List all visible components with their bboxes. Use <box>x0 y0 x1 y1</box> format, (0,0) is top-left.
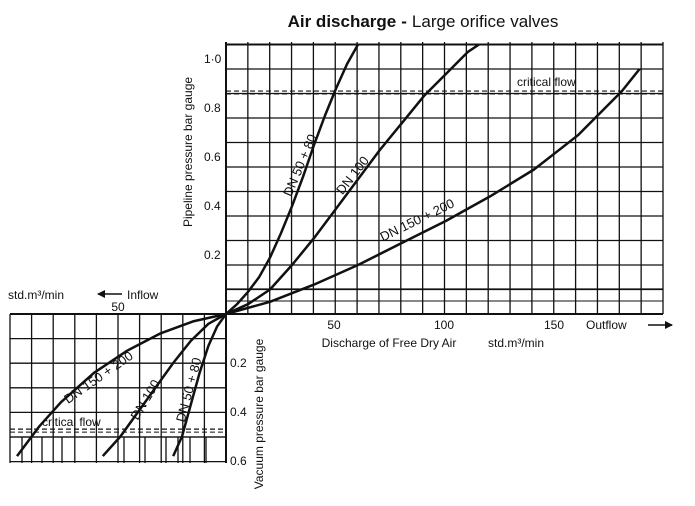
chart-title-separator: - <box>401 12 407 31</box>
curves <box>15 43 641 457</box>
curve-inflow-2 <box>15 312 227 457</box>
x-tick-outflow-150: 150 <box>544 318 564 332</box>
y-tick-top-0.2: 0.2 <box>204 248 221 262</box>
curve-outflow-1 <box>225 43 480 316</box>
chart-title: Air discharge <box>288 12 397 31</box>
inflow-label: Inflow <box>127 288 159 302</box>
y-tick-top-0.6: 0.6 <box>204 150 221 164</box>
x-tick-outflow-100: 100 <box>434 318 454 332</box>
critical-flow-label-bottom: critical flow <box>42 415 101 429</box>
curve-outflow-2 <box>225 68 641 316</box>
y-axis-label-top: Pipeline pressure bar gauge <box>181 77 195 227</box>
x-tick-outflow-50: 50 <box>327 318 341 332</box>
inflow-unit: std.m³/min <box>8 288 64 302</box>
y-tick-bottom-0.2: 0.2 <box>230 356 247 370</box>
y-tick-bottom-0.4: 0.4 <box>230 405 247 419</box>
y-tick-bottom-0.6: 0.6 <box>230 454 247 468</box>
x-tick-inflow-50: 50 <box>111 300 125 314</box>
x-axis-label: Discharge of Free Dry Air <box>322 336 457 350</box>
y-tick-top-0.8: 0.8 <box>204 101 221 115</box>
y-tick-top-0.4: 0.4 <box>204 199 221 213</box>
outflow-label: Outflow <box>586 318 627 332</box>
x-axis-unit: std.m³/min <box>488 336 544 350</box>
curve-label-outflow-dn100: DN 100 <box>333 153 372 197</box>
curve-inflow-0 <box>172 313 228 457</box>
curve-label-inflow-dn50-80: DN 50 + 80 <box>173 356 205 424</box>
chart-title-line: Air discharge - Large orifice valves <box>288 12 559 31</box>
curve-label-inflow-dn100: DN 100 <box>127 377 163 423</box>
curve-inflow-1 <box>101 312 227 457</box>
curve-outflow-0 <box>225 43 360 315</box>
y-tick-top-1.0: 1·0 <box>204 52 222 66</box>
chart-subtitle: Large orifice valves <box>412 12 558 31</box>
curve-label-inflow-dn150-200: DN 150 + 200 <box>61 348 136 407</box>
critical-flow-label-top: critical flow <box>517 75 576 89</box>
y-axis-label-bottom: Vacuum pressure bar gauge <box>252 338 266 489</box>
